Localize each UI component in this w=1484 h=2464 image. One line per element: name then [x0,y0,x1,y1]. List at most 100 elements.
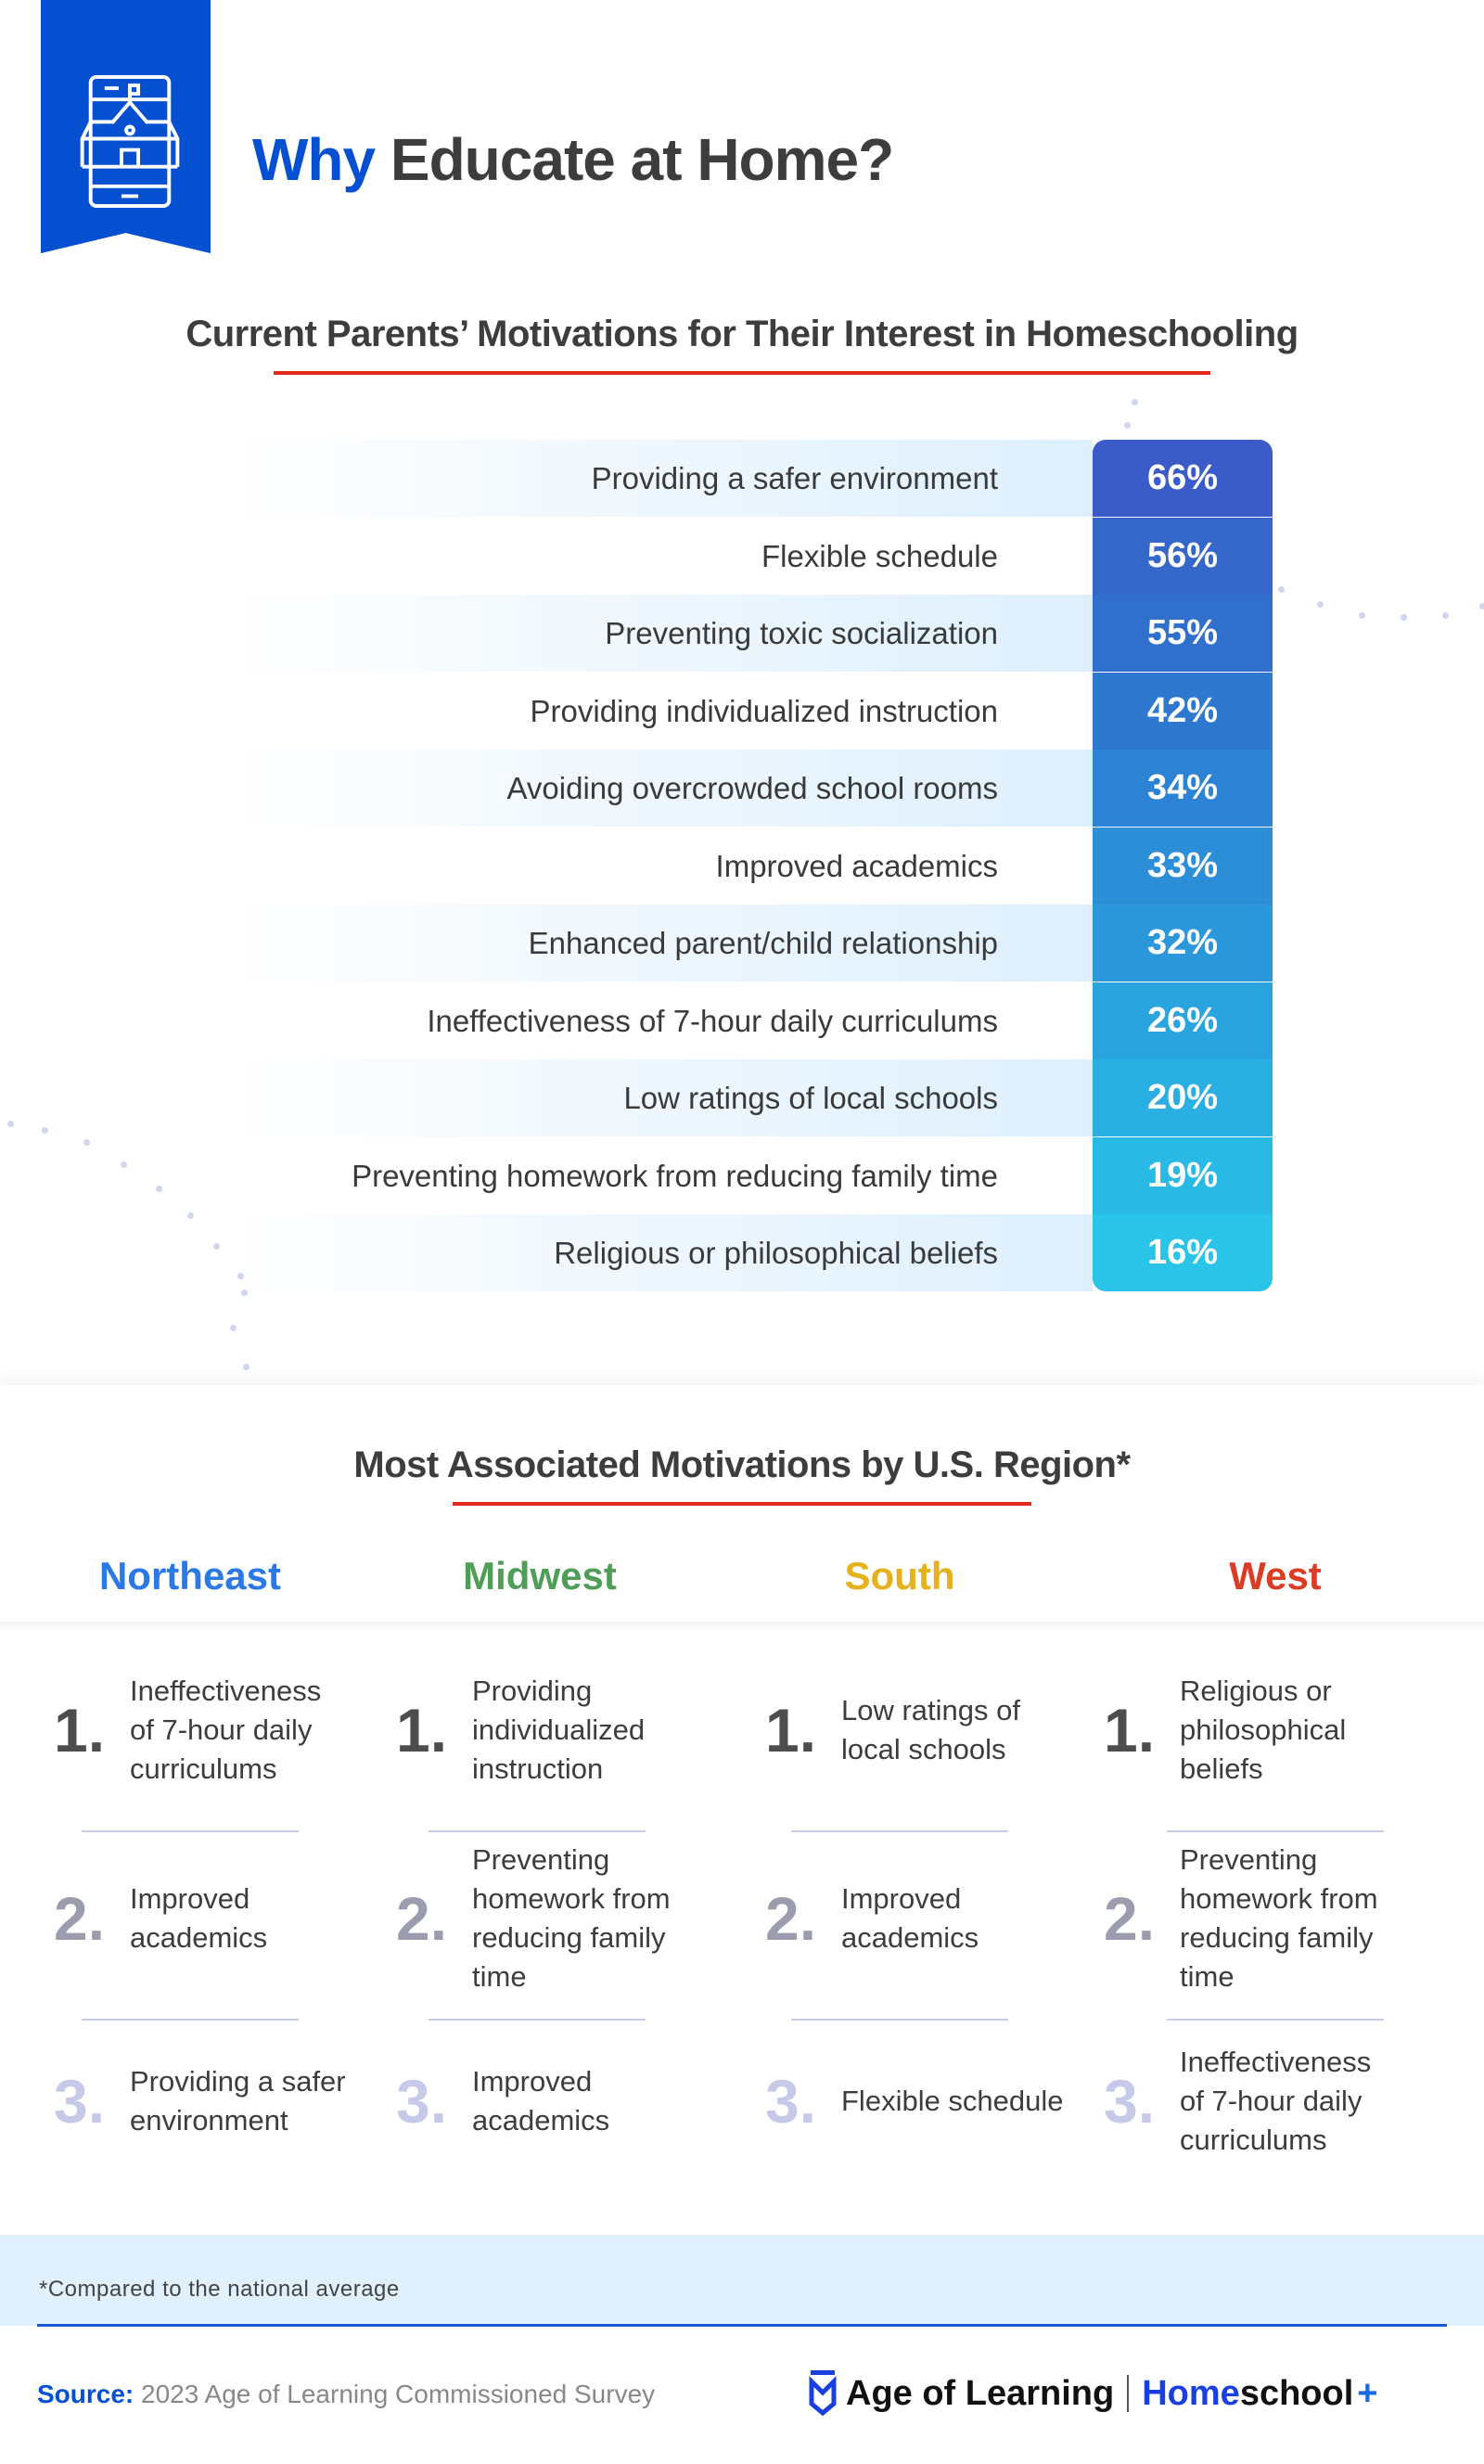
plus-icon: + [1357,2373,1378,2413]
rank-text: Preventing homework from reducing family… [1180,1843,1378,1993]
decorative-dot [1442,612,1449,619]
rank-divider [791,1830,1008,1832]
footer-divider [37,2324,1447,2327]
decorative-dot [241,1290,248,1296]
rank-number: 2. [765,1884,817,1953]
rank-text: Preventing homework from reducing family… [472,1843,671,1993]
rank-number: 1. [1104,1696,1156,1765]
rank-divider [429,2019,646,2021]
title-accent: Why [252,126,376,193]
rank-text: Improved academics [130,1882,268,1954]
rank-divider [82,2019,299,2021]
motivation-row: Preventing toxic socialization 55% [223,595,1273,672]
motivation-percent: 56% [1093,517,1273,595]
region-header-midwest: Midwest [463,1554,617,1598]
source-text: 2023 Age of Learning Commissioned Survey [141,2380,656,2408]
motivation-row: Low ratings of local schools 20% [223,1059,1273,1136]
footnote-band: *Compared to the national average [0,2235,1484,2326]
rank-divider [1167,2019,1384,2021]
region-rank-item: 2. Improved academics [54,1849,352,1988]
rank-text: Religious or philosophical beliefs [1180,1675,1347,1785]
decorative-dot [1359,612,1365,619]
region-header-northeast: Northeast [98,1554,282,1598]
motivation-label: Flexible schedule [761,538,998,573]
motivation-row: Preventing homework from reducing family… [223,1136,1273,1214]
motivation-percent: 20% [1093,1059,1273,1136]
motivation-row: Avoiding overcrowded school rooms 34% [223,750,1273,827]
rank-number: 1. [54,1696,106,1765]
product-name-b: school [1239,2373,1354,2413]
rank-text: Flexible schedule [841,2085,1064,2117]
product-name-a: Home [1142,2373,1240,2413]
rank-text: Ineffectiveness of 7-hour daily curricul… [1180,2046,1372,2156]
motivation-percent: 42% [1093,672,1273,750]
decorative-dot [230,1325,237,1331]
decorative-dot [156,1186,162,1192]
rank-number: 3. [396,2067,448,2136]
page-title: Why Educate at Home? [252,125,894,194]
decorative-dot [213,1243,220,1250]
rank-divider [1167,1830,1384,1832]
motivation-percent: 16% [1093,1214,1273,1291]
motivation-label: Improved academics [715,848,998,883]
motivation-percent: 26% [1093,982,1273,1059]
brand-logo: Age of Learning Home school + [809,2370,1377,2417]
region-rank-item: 2. Improved academics [765,1849,1064,1988]
decorative-dot [237,1273,244,1279]
footnote: *Compared to the national average [39,2277,400,2302]
decorative-dot [1132,399,1138,405]
source-line: Source: 2023 Age of Learning Commissione… [37,2380,655,2409]
motivation-row: Providing individualized instruction 42% [223,672,1273,750]
school-on-tablet-icon [80,75,180,208]
region-rank-item: 1. Low ratings of local schools [765,1661,1064,1800]
motivation-row: Improved academics 33% [223,827,1273,905]
rank-text: Improved academics [841,1882,979,1954]
title-rest: Educate at Home? [390,126,894,193]
motivation-percent: 66% [1093,440,1273,517]
region-rank-item: 1. Religious or philosophical beliefs [1104,1661,1402,1800]
decorative-dot [1479,603,1484,610]
region-rank-item: 3. Flexible schedule [765,2032,1064,2171]
rank-number: 1. [765,1696,817,1765]
decorative-dot [83,1139,90,1146]
region-header-divider [0,1622,1484,1631]
region-rank-item: 3. Improved academics [396,2032,695,2171]
motivation-percent: 34% [1093,750,1273,827]
logo-separator [1127,2375,1130,2412]
rank-number: 3. [1104,2067,1156,2136]
section2-title: Most Associated Motivations by U.S. Regi… [353,1444,1131,1485]
rank-number: 2. [1104,1884,1156,1953]
decorative-dot [121,1161,127,1168]
decorative-dot [1278,586,1285,593]
motivation-label: Preventing homework from reducing family… [352,1158,998,1193]
brand-name: Age of Learning [846,2373,1115,2413]
region-rank-item: 1. Providing individualized instruction [396,1661,695,1800]
region-rank-item: 3. Providing a safer environment [54,2032,352,2171]
region-card [0,1385,1484,2235]
motivation-label: Providing individualized instruction [530,693,998,728]
rank-number: 2. [396,1884,448,1953]
section2-underline [453,1502,1031,1506]
decorative-dot [243,1364,249,1370]
rank-divider [429,1830,646,1832]
motivation-row: Flexible schedule 56% [223,517,1273,595]
region-rank-item: 2. Preventing homework from reducing fami… [396,1843,695,1993]
motivation-label: Religious or philosophical beliefs [223,1214,1093,1291]
motivation-percent: 32% [1093,905,1273,982]
motivation-percent: 55% [1093,595,1273,672]
decorative-dot [187,1213,194,1219]
region-header-south: South [844,1554,955,1598]
rank-divider [82,1830,299,1832]
motivation-label: Enhanced parent/child relationship [223,905,1093,982]
motivation-label: Low ratings of local schools [223,1059,1093,1136]
motivation-row: Religious or philosophical beliefs 16% [223,1214,1273,1291]
motivation-label: Avoiding overcrowded school rooms [223,750,1093,827]
motivation-label: Providing a safer environment [223,440,1093,517]
motivation-row: Ineffectiveness of 7-hour daily curricul… [223,982,1273,1059]
rank-number: 3. [54,2067,106,2136]
motivation-label: Ineffectiveness of 7-hour daily curricul… [427,1003,998,1038]
rank-number: 3. [765,2067,817,2136]
decorative-dot [7,1121,14,1127]
rank-text: Ineffectiveness of 7-hour daily curricul… [130,1675,322,1785]
decorative-dot [1401,614,1407,621]
